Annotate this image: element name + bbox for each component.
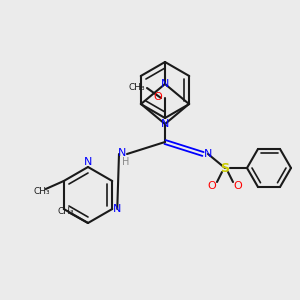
Text: S: S bbox=[220, 161, 230, 175]
Text: H: H bbox=[122, 157, 130, 167]
Text: N: N bbox=[204, 149, 212, 159]
Text: CH₃: CH₃ bbox=[33, 188, 50, 196]
Text: N: N bbox=[161, 79, 169, 89]
Text: N: N bbox=[84, 157, 92, 167]
Text: O: O bbox=[208, 181, 216, 191]
Text: O: O bbox=[154, 92, 162, 102]
Text: N: N bbox=[113, 204, 122, 214]
Text: O: O bbox=[234, 181, 242, 191]
Text: CH₃: CH₃ bbox=[58, 208, 74, 217]
Text: N: N bbox=[161, 119, 169, 129]
Text: N: N bbox=[118, 148, 126, 158]
Text: CH₃: CH₃ bbox=[129, 83, 145, 92]
